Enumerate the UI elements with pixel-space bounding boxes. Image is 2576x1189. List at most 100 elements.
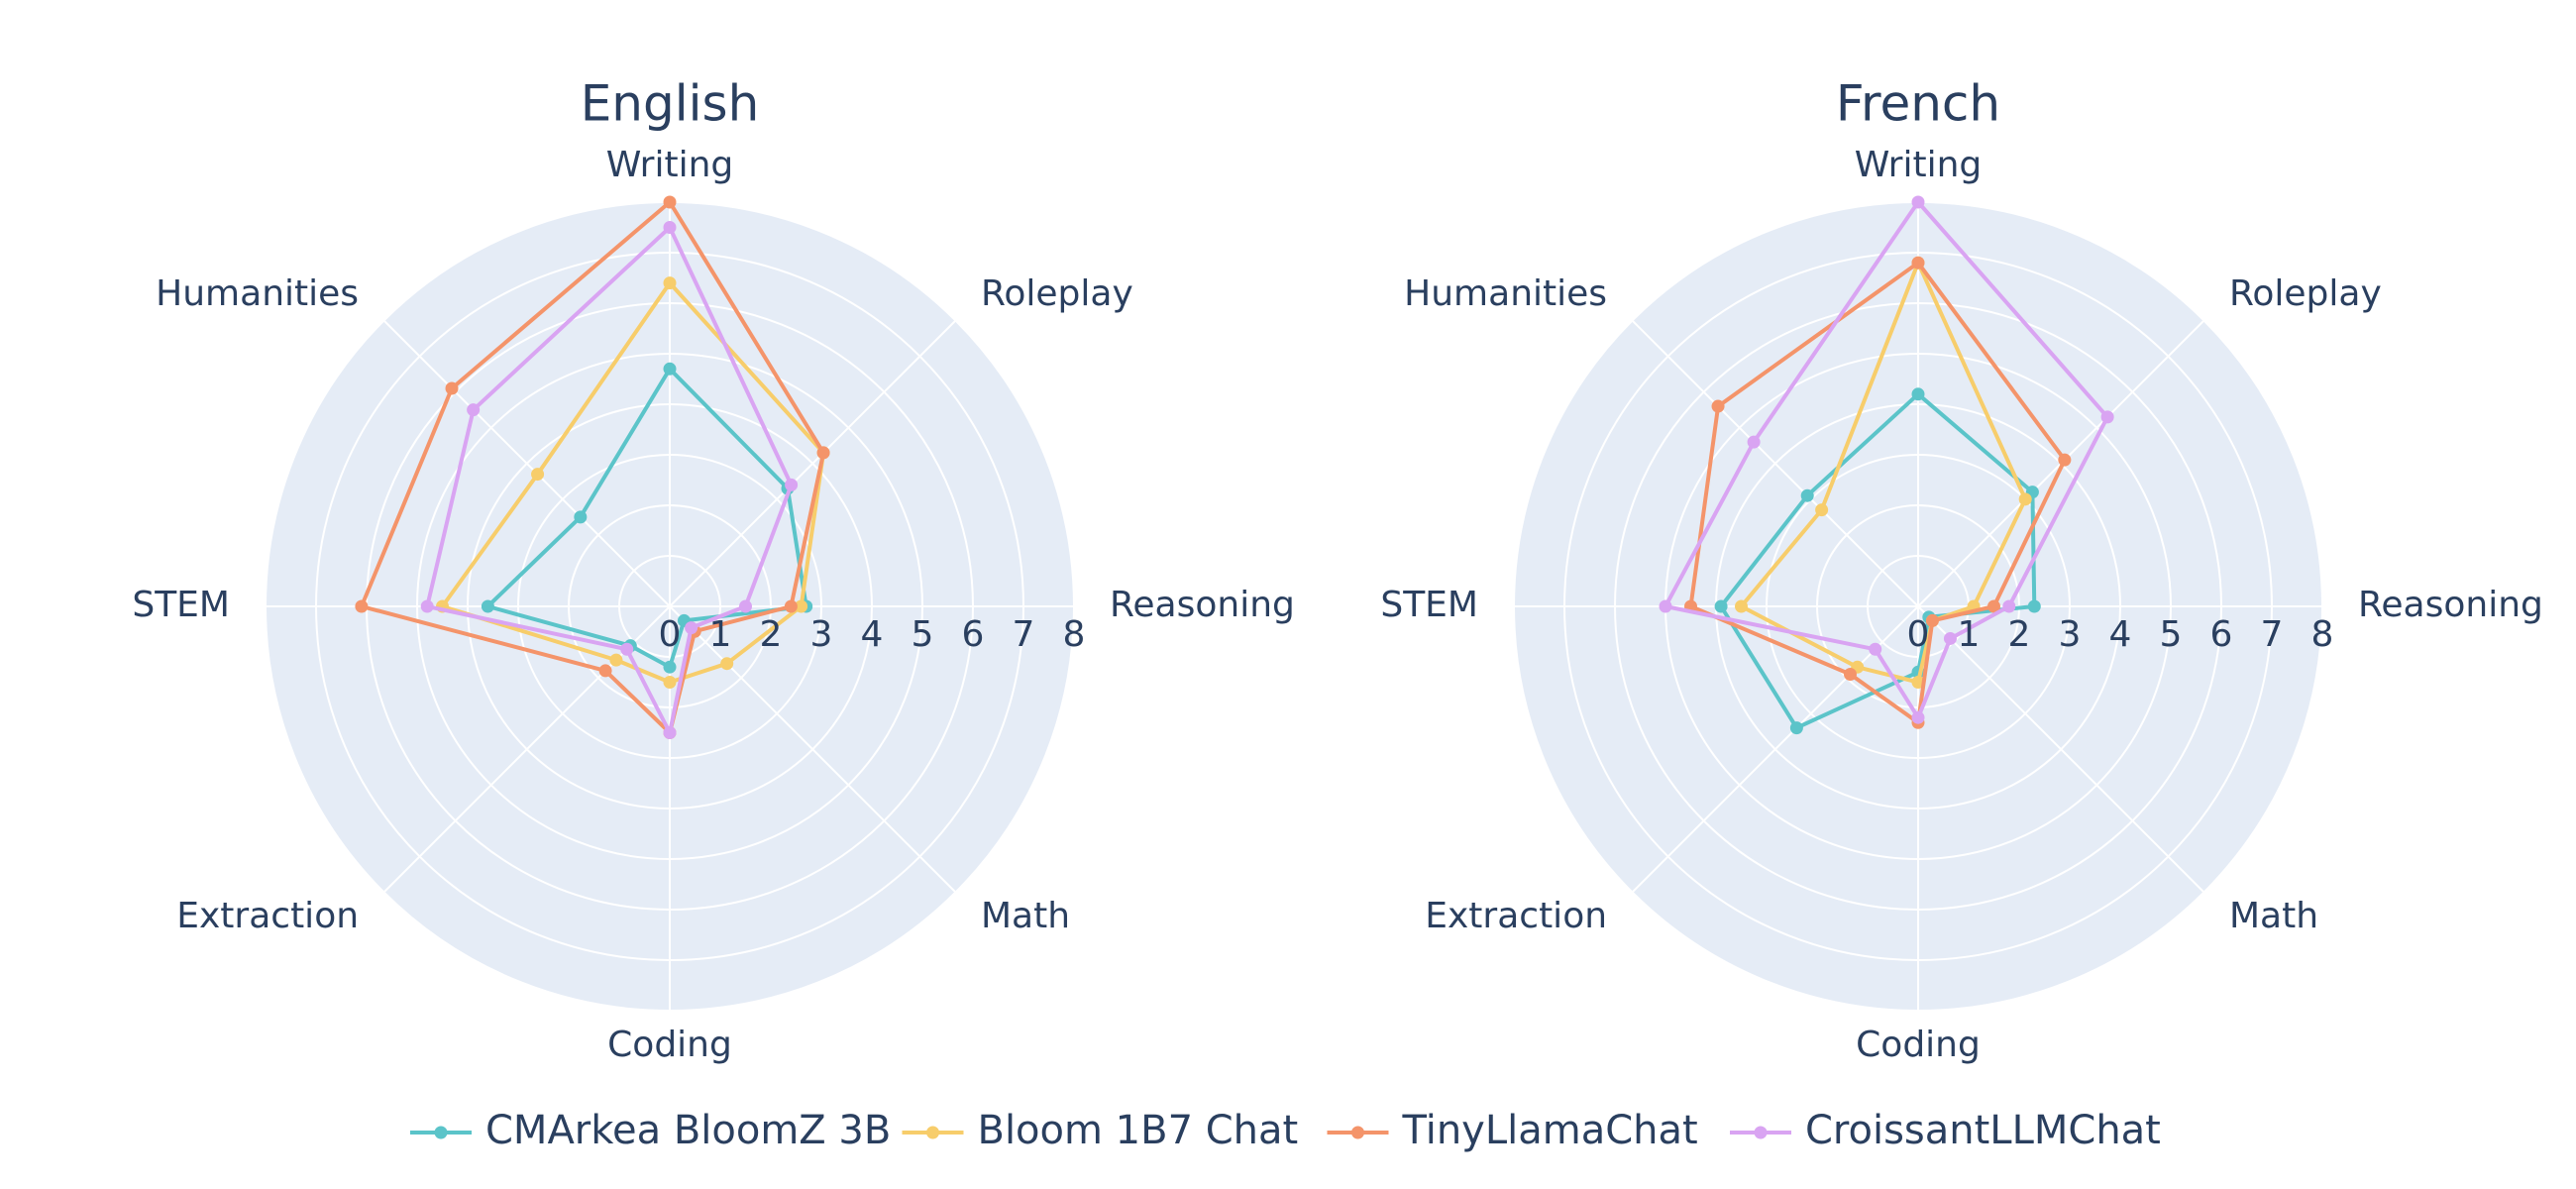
english-axis-label-writing: Writing [606, 145, 734, 185]
english-radar-chart: English Writing Roleplay Reasoning Math Codin… [132, 75, 1295, 1066]
french-radial-tick-8: 8 [2311, 614, 2334, 655]
legend-item-croissantllmchat[interactable]: CroissantLLMChat [1730, 1108, 2161, 1153]
french-point-croissantllmchat-math [1943, 631, 1957, 645]
english-point-tinyllamachat-humanities [445, 381, 459, 395]
english-axis-label-coding: Coding [607, 1025, 732, 1065]
french-radial-tick-4: 4 [2109, 614, 2132, 655]
english-radial-tick-3: 3 [810, 614, 833, 655]
french-axis-label-humanities: Humanities [1404, 273, 1607, 314]
english-spoke-math [669, 605, 957, 894]
legend-item-bloom-1b7-chat[interactable]: Bloom 1B7 Chat [902, 1108, 1299, 1153]
french-radial-tick-6: 6 [2210, 614, 2233, 655]
english-axis-label-math: Math [981, 896, 1070, 936]
english-point-cmarkea-bloomz-3b-humanities [574, 510, 588, 524]
french-spoke-extraction [1631, 605, 1919, 894]
english-radial-tick-7: 7 [1013, 614, 1035, 655]
english-axis-label-roleplay: Roleplay [981, 273, 1133, 314]
english-chart-title: English [581, 75, 760, 133]
english-point-croissantllmchat-stem [420, 599, 434, 613]
french-point-croissantllmchat-humanities [1747, 435, 1761, 449]
french-point-tinyllamachat-math [1925, 613, 1939, 627]
legend-label: CMArkea BloomZ 3B [485, 1108, 891, 1153]
english-point-bloom-1b7-chat-writing [663, 276, 677, 290]
french-spoke-humanities [1631, 319, 1919, 607]
english-point-croissantllmchat-reasoning [739, 599, 752, 613]
english-radial-tick-0: 0 [659, 614, 682, 655]
french-point-croissantllmchat-stem [1659, 599, 1672, 613]
english-point-croissantllmchat-writing [663, 221, 677, 234]
french-point-croissantllmchat-extraction [1869, 642, 1882, 656]
french-axis-label-coding: Coding [1856, 1025, 1981, 1065]
french-radial-tick-0: 0 [1907, 614, 1930, 655]
english-point-tinyllamachat-roleplay [816, 446, 830, 460]
legend-swatch-marker [1754, 1126, 1768, 1139]
english-axis-label-reasoning: Reasoning [1110, 585, 1295, 625]
french-point-cmarkea-bloomz-3b-reasoning [2027, 599, 2041, 613]
english-point-bloom-1b7-chat-humanities [531, 468, 545, 482]
french-axis-label-roleplay: Roleplay [2229, 273, 2382, 314]
english-axis-label-stem: STEM [132, 585, 230, 625]
french-radial-tick-2: 2 [2008, 614, 2031, 655]
french-radial-tick-5: 5 [2160, 614, 2183, 655]
legend: CMArkea BloomZ 3B Bloom 1B7 Chat TinyLlama… [410, 1108, 2161, 1153]
legend-label: CroissantLLMChat [1805, 1108, 2161, 1153]
french-axis-label-extraction: Extraction [1425, 896, 1607, 936]
french-point-tinyllamachat-extraction [1843, 668, 1857, 682]
legend-item-tinyllamachat[interactable]: TinyLlamaChat [1327, 1108, 1698, 1153]
french-axis-label-stem: STEM [1380, 585, 1478, 625]
french-point-bloom-1b7-chat-roleplay [2018, 492, 2032, 506]
english-axis-label-humanities: Humanities [156, 273, 359, 314]
english-point-tinyllamachat-stem [355, 599, 369, 613]
english-point-croissantllmchat-math [685, 621, 698, 635]
french-point-cmarkea-bloomz-3b-humanities [1800, 488, 1814, 502]
english-point-bloom-1b7-chat-coding [663, 676, 677, 689]
english-point-croissantllmchat-roleplay [785, 478, 799, 491]
english-point-croissantllmchat-humanities [467, 403, 481, 417]
english-radial-tick-4: 4 [861, 614, 884, 655]
english-point-tinyllamachat-extraction [598, 664, 612, 678]
french-axis-label-writing: Writing [1855, 145, 1983, 185]
french-point-croissantllmchat-writing [1911, 195, 1925, 209]
english-spoke-roleplay [669, 319, 957, 607]
legend-swatch-marker [926, 1126, 939, 1139]
french-radial-tick-7: 7 [2261, 614, 2284, 655]
english-radial-tick-2: 2 [760, 614, 783, 655]
english-point-croissantllmchat-coding [663, 726, 677, 739]
english-spoke-humanities [382, 319, 671, 607]
english-point-tinyllamachat-writing [663, 195, 677, 209]
english-point-bloom-1b7-chat-reasoning [795, 599, 808, 613]
english-point-cmarkea-bloomz-3b-stem [481, 599, 494, 613]
legend-label: TinyLlamaChat [1402, 1108, 1698, 1153]
english-radial-tick-5: 5 [912, 614, 934, 655]
english-radial-tick-6: 6 [962, 614, 985, 655]
french-point-bloom-1b7-chat-stem [1735, 599, 1748, 613]
english-spoke-extraction [382, 605, 671, 894]
french-point-cmarkea-bloomz-3b-extraction [1789, 721, 1803, 735]
french-radial-tick-1: 1 [1958, 614, 1981, 655]
french-point-tinyllamachat-writing [1911, 256, 1925, 270]
french-spoke-math [1917, 605, 2205, 894]
legend-item-cmarkea-bloomz-3b[interactable]: CMArkea BloomZ 3B [410, 1108, 891, 1153]
french-point-tinyllamachat-reasoning [1987, 599, 2000, 613]
english-radial-tick-1: 1 [709, 614, 732, 655]
english-point-tinyllamachat-reasoning [784, 599, 798, 613]
french-axis-label-reasoning: Reasoning [2358, 585, 2543, 625]
french-axis-label-math: Math [2229, 896, 2318, 936]
english-point-cmarkea-bloomz-3b-writing [663, 362, 677, 376]
french-point-croissantllmchat-reasoning [2002, 599, 2016, 613]
french-point-croissantllmchat-coding [1911, 710, 1925, 724]
legend-label: Bloom 1B7 Chat [978, 1108, 1299, 1153]
french-point-tinyllamachat-humanities [1711, 399, 1725, 413]
french-point-cmarkea-bloomz-3b-stem [1714, 599, 1728, 613]
legend-swatch-marker [1351, 1126, 1364, 1139]
english-point-bloom-1b7-chat-extraction [609, 653, 623, 667]
english-radial-tick-8: 8 [1063, 614, 1086, 655]
french-point-bloom-1b7-chat-humanities [1815, 503, 1829, 517]
english-point-bloom-1b7-chat-math [720, 657, 734, 671]
english-point-croissantllmchat-extraction [620, 642, 634, 656]
french-radial-tick-3: 3 [2059, 614, 2082, 655]
french-point-croissantllmchat-roleplay [2100, 410, 2114, 424]
english-point-cmarkea-bloomz-3b-coding [663, 660, 677, 674]
french-chart-title: French [1836, 75, 2000, 133]
